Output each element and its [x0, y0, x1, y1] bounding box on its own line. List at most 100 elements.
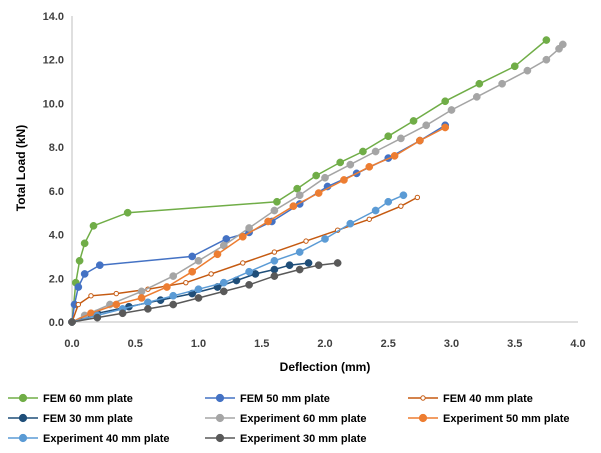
data-point — [80, 239, 89, 248]
y-tick-label: 0.0 — [49, 317, 64, 329]
data-point — [183, 279, 189, 286]
data-point — [270, 206, 279, 215]
data-point — [137, 294, 146, 302]
data-point — [118, 309, 127, 318]
data-point — [371, 206, 380, 215]
data-point — [113, 290, 119, 297]
x-tick-label: 0.0 — [64, 338, 79, 350]
data-point — [295, 265, 304, 274]
axes: 0.0 0.5 1.0 1.5 2.0 2.5 3.0 3.5 4.0 0.0 2.0 4.0 6.0 8… — [43, 11, 586, 350]
data-point — [295, 191, 304, 200]
series-line-5 — [71, 43, 564, 323]
y-tick-label: 12.0 — [43, 55, 64, 67]
data-point — [475, 79, 484, 88]
legend-label: FEM 60 mm plate — [43, 393, 133, 405]
data-point — [270, 272, 279, 280]
x-axis-title: Deflection (mm) — [280, 360, 371, 374]
legend-marker — [418, 413, 428, 423]
data-point — [390, 152, 399, 160]
data-point — [371, 147, 380, 156]
data-point — [542, 55, 551, 64]
data-point — [89, 221, 98, 230]
data-point — [95, 261, 104, 270]
data-point — [422, 121, 431, 130]
legend-label: FEM 40 mm plate — [443, 393, 533, 405]
data-point — [144, 305, 152, 313]
data-point — [336, 158, 345, 167]
data-point — [270, 265, 279, 274]
data-point — [74, 283, 83, 291]
data-point — [194, 294, 203, 302]
series-line-1 — [71, 39, 547, 323]
data-point — [333, 259, 342, 267]
data-point — [409, 117, 418, 125]
legend-marker — [215, 413, 225, 423]
data-point — [75, 256, 84, 265]
legend-marker — [18, 413, 28, 423]
data-point — [112, 300, 121, 309]
data-point — [321, 235, 329, 243]
data-point — [68, 318, 76, 326]
data-point — [398, 203, 404, 209]
x-tick-label: 4.0 — [570, 338, 585, 350]
data-point — [293, 184, 302, 193]
data-point — [88, 293, 94, 299]
data-point — [137, 287, 146, 296]
data-point — [441, 97, 450, 106]
data-point — [188, 267, 197, 276]
data-point — [188, 252, 197, 261]
data-point — [340, 176, 348, 184]
data-point — [366, 216, 372, 222]
legend-label: Experiment 50 mm plate — [443, 413, 570, 425]
data-point — [510, 62, 519, 71]
data-point — [238, 232, 247, 241]
data-point — [523, 66, 532, 75]
data-point — [472, 93, 481, 101]
data-point — [208, 271, 214, 277]
series-line-3 — [71, 196, 418, 323]
legend-marker — [18, 393, 28, 403]
y-tick-label: 4.0 — [49, 230, 64, 242]
y-tick-label: 6.0 — [49, 186, 64, 198]
data-point — [93, 313, 102, 322]
x-tick-label: 1.5 — [254, 338, 269, 350]
data-point — [399, 191, 408, 200]
data-point — [384, 132, 393, 141]
data-point — [245, 280, 253, 289]
data-point — [289, 202, 298, 211]
x-tick-label: 2.5 — [381, 338, 396, 350]
data-point — [414, 194, 421, 201]
legend-marker — [420, 395, 426, 401]
data-point — [312, 171, 320, 180]
legend-label: Experiment 60 mm plate — [240, 413, 367, 425]
legend-marker — [215, 393, 225, 403]
data-point — [303, 238, 309, 244]
x-tick-label: 3.5 — [507, 338, 522, 350]
data-point — [314, 261, 323, 270]
y-tick-label: 10.0 — [43, 98, 64, 110]
series-line-6 — [71, 126, 446, 323]
data-point — [264, 217, 272, 226]
data-point — [169, 300, 178, 309]
y-tick-label: 2.0 — [49, 273, 64, 285]
x-tick-label: 0.5 — [128, 338, 143, 350]
legend-marker — [18, 433, 28, 443]
y-axis-title: Total Load (kN) — [14, 125, 28, 211]
data-point — [169, 272, 178, 280]
data-point — [384, 197, 393, 206]
data-point — [321, 173, 329, 182]
data-point — [346, 219, 355, 228]
data-point — [222, 235, 231, 243]
data-point — [441, 123, 450, 132]
data-point — [314, 189, 323, 197]
plot-area — [68, 36, 567, 326]
data-point — [213, 250, 222, 259]
data-point — [123, 208, 132, 217]
data-point — [498, 79, 506, 88]
data-point — [245, 267, 253, 276]
x-tick-label: 3.0 — [444, 338, 459, 350]
data-point — [359, 147, 367, 156]
data-point — [304, 259, 313, 267]
data-point — [295, 248, 304, 256]
